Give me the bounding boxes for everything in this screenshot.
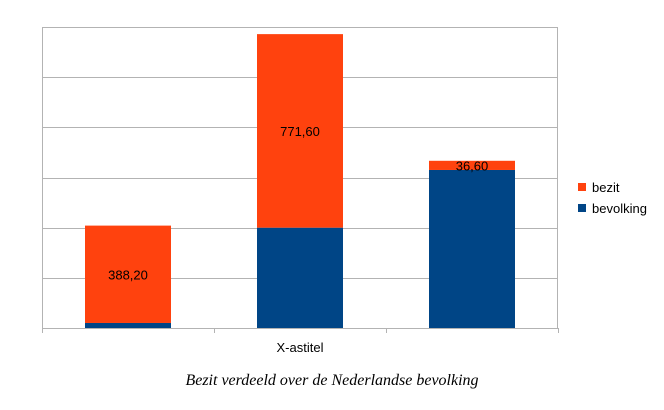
data-label-bezit-2: 36,60 <box>456 158 489 173</box>
x-axis-title: X-astitel <box>277 340 324 355</box>
data-labels: 388,20 771,60 36,60 <box>108 124 488 282</box>
chart-caption: Bezit verdeeld over de Nederlandse bevol… <box>185 372 479 389</box>
legend-label-bezit: bezit <box>592 180 620 195</box>
axes <box>42 328 559 333</box>
data-label-bezit-0: 388,20 <box>108 267 148 282</box>
legend-label-bevolking: bevolking <box>592 201 647 216</box>
bar-bevolking-0 <box>85 322 171 328</box>
bar-bevolking-2 <box>429 169 515 328</box>
bar-bevolking-1 <box>257 227 343 328</box>
legend: bezit bevolking <box>578 180 647 216</box>
legend-swatch-bevolking <box>578 204 586 212</box>
bar-bezit-0 <box>85 225 171 323</box>
bars <box>85 34 515 328</box>
bar-bezit-2 <box>429 160 515 170</box>
data-label-bezit-1: 771,60 <box>280 124 320 139</box>
bar-bezit-1 <box>257 34 343 228</box>
legend-swatch-bezit <box>578 183 586 191</box>
